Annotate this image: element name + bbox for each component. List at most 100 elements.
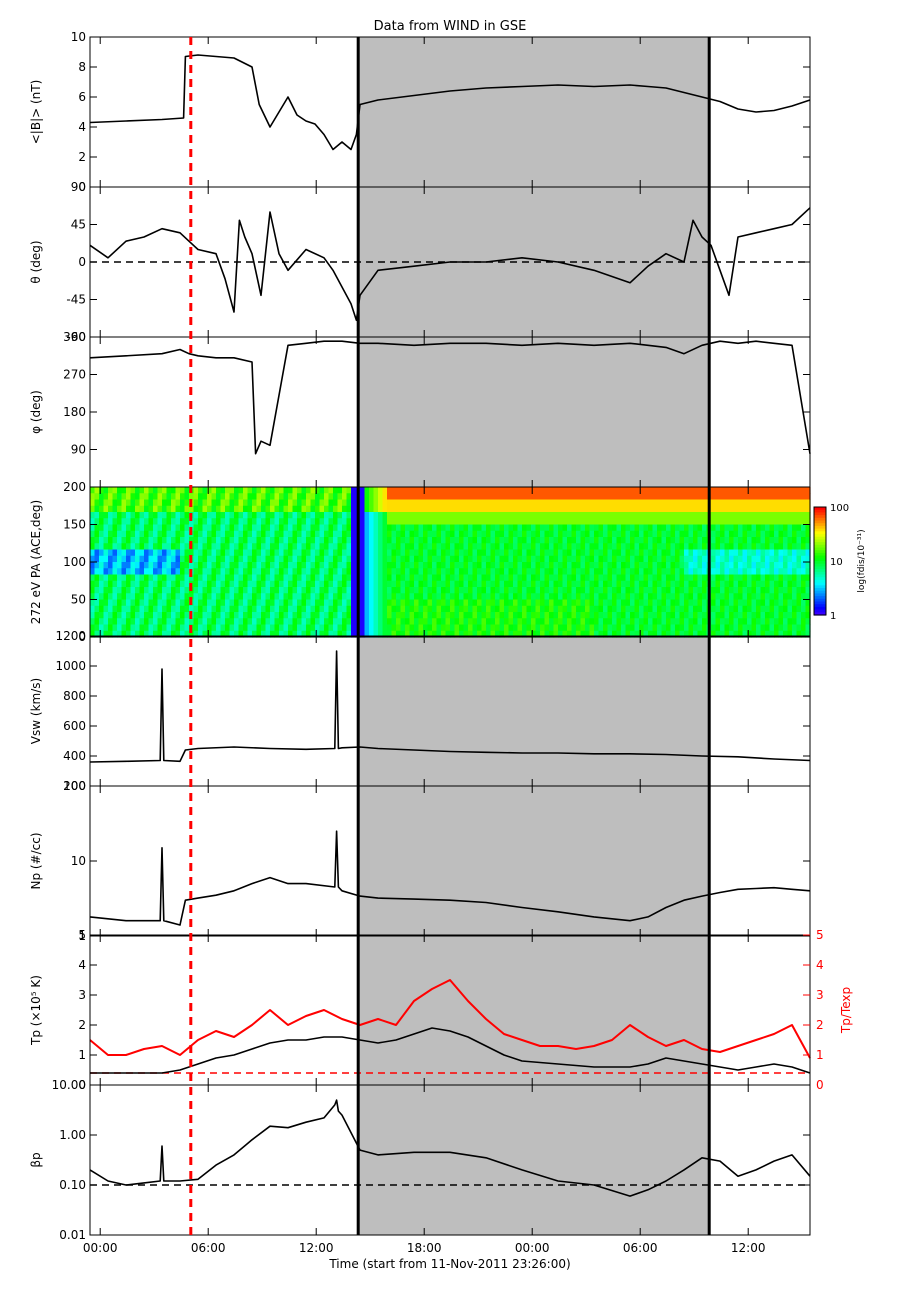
heatmap-cell <box>792 624 798 632</box>
heatmap-cell <box>472 562 478 569</box>
heatmap-cell <box>630 562 636 569</box>
heatmap-cell <box>540 543 546 551</box>
heatmap-cell <box>432 562 438 569</box>
heatmap-cell <box>598 487 604 494</box>
heatmap-cell <box>774 518 780 526</box>
heatmap-cell <box>531 499 537 507</box>
heatmap-cell <box>720 499 726 507</box>
heatmap-cell <box>373 537 379 544</box>
heatmap-cell <box>157 599 163 607</box>
heatmap-cell <box>270 624 276 632</box>
heatmap-cell <box>360 555 366 563</box>
heatmap-cell <box>184 543 190 551</box>
heatmap-cell <box>189 518 195 526</box>
heatmap-cell <box>648 587 654 594</box>
heatmap-cell <box>742 612 748 619</box>
heatmap-cell <box>567 524 573 532</box>
heatmap-cell <box>229 543 235 551</box>
heatmap-cell <box>702 512 708 519</box>
heatmap-cell <box>292 605 298 613</box>
heatmap-cell <box>270 493 276 501</box>
heatmap-cell <box>603 612 609 619</box>
heatmap-cell <box>202 524 208 532</box>
heatmap-cell <box>684 612 690 619</box>
heatmap-cell <box>382 543 388 551</box>
heatmap-cell <box>603 524 609 532</box>
heatmap-cell <box>306 543 312 551</box>
heatmap-cell <box>175 499 181 507</box>
heatmap-cell <box>144 537 150 544</box>
heatmap-cell <box>378 530 384 538</box>
heatmap-cell <box>477 587 483 594</box>
heatmap-cell <box>454 499 460 507</box>
heatmap-cell <box>679 549 685 557</box>
heatmap-cell <box>99 512 105 519</box>
heatmap-cell <box>360 612 366 619</box>
heatmap-cell <box>121 543 127 551</box>
heatmap-cell <box>306 599 312 607</box>
heatmap-cell <box>225 612 231 619</box>
heatmap-cell <box>153 499 159 507</box>
heatmap-cell <box>432 518 438 526</box>
heatmap-cell <box>774 512 780 519</box>
heatmap-cell <box>247 568 253 576</box>
heatmap-cell <box>630 605 636 613</box>
heatmap-cell <box>378 555 384 563</box>
heatmap-cell <box>333 493 339 501</box>
heatmap-cell <box>720 518 726 526</box>
heatmap-cell <box>162 612 168 619</box>
heatmap-cell <box>540 580 546 588</box>
heatmap-cell <box>634 499 640 507</box>
heatmap-cell <box>598 618 604 626</box>
y-tick-label: 150 <box>63 518 86 532</box>
heatmap-cell <box>499 587 505 594</box>
heatmap-cell <box>360 493 366 501</box>
heatmap-cell <box>373 524 379 532</box>
heatmap-cell <box>522 574 528 582</box>
heatmap-cell <box>787 587 793 594</box>
heatmap-cell <box>805 599 811 607</box>
heatmap-cell <box>630 524 636 532</box>
heatmap-cell <box>751 587 757 594</box>
heatmap-cell <box>148 605 154 613</box>
heatmap-cell <box>279 537 285 544</box>
heatmap-cell <box>760 537 766 544</box>
heatmap-cell <box>324 530 330 538</box>
heatmap-cell <box>499 487 505 494</box>
heatmap-cell <box>544 630 550 638</box>
heatmap-cell <box>733 624 739 632</box>
heatmap-cell <box>607 493 613 501</box>
heatmap-cell <box>702 555 708 563</box>
heatmap-cell <box>450 618 456 626</box>
heatmap-cell <box>580 493 586 501</box>
heatmap-cell <box>576 562 582 569</box>
heatmap-cell <box>450 512 456 519</box>
heatmap-cell <box>229 587 235 594</box>
heatmap-cell <box>288 549 294 557</box>
heatmap-cell <box>171 612 177 619</box>
heatmap-cell <box>657 530 663 538</box>
heatmap-cell <box>378 612 384 619</box>
heatmap-cell <box>594 487 600 494</box>
heatmap-cell <box>297 605 303 613</box>
heatmap-cell <box>747 512 753 519</box>
heatmap-cell <box>328 562 334 569</box>
heatmap-cell <box>319 530 325 538</box>
heatmap-cell <box>684 487 690 494</box>
heatmap-cell <box>202 562 208 569</box>
heatmap-cell <box>180 599 186 607</box>
heatmap-cell <box>301 580 307 588</box>
heatmap-cell <box>369 630 375 638</box>
heatmap-cell <box>729 599 735 607</box>
heatmap-cell <box>283 618 289 626</box>
heatmap-cell <box>144 487 150 494</box>
heatmap-cell <box>256 499 262 507</box>
heatmap-cell <box>805 555 811 563</box>
heatmap-cell <box>144 524 150 532</box>
heatmap-cell <box>387 524 393 532</box>
heatmap-cell <box>108 593 114 601</box>
heatmap-cell <box>639 499 645 507</box>
heatmap-cell <box>171 524 177 532</box>
heatmap-cell <box>774 593 780 601</box>
y-tick-label: 0.01 <box>59 1228 86 1242</box>
